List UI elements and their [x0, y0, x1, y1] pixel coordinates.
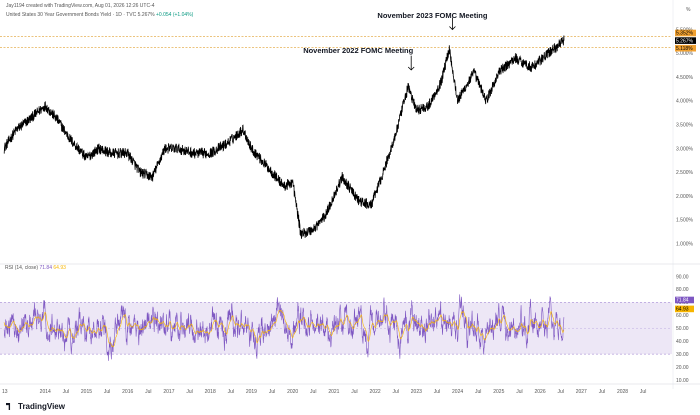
price-tick-label: 5.000%: [676, 51, 694, 57]
price-series-line: [3, 35, 565, 239]
axes: 5.500%5.000%4.500%4.000%3.500%3.000%2.50…: [2, 7, 696, 395]
annotation-nov-2022: November 2022 FOMC Meeting: [303, 45, 414, 55]
x-tick-label: 2014: [40, 389, 51, 395]
rsi-tick-label: 60.00: [676, 313, 689, 319]
x-tick-label: Jul: [351, 389, 357, 395]
annotation-arrowhead: [449, 26, 456, 31]
price-level-label: 5.352%: [676, 31, 694, 37]
rsi-indicator-label: RSI (14, close) 71.84 64.93: [5, 265, 66, 271]
rsi-tick-label: 20.00: [676, 365, 689, 371]
price-pane: [0, 17, 672, 239]
grid: [0, 0, 700, 389]
rsi-value-label: 64.93: [676, 307, 689, 313]
price-tick-label: 2.500%: [676, 170, 694, 176]
symbol-price: 5.267%: [137, 12, 155, 18]
x-tick-label: Jul: [63, 389, 69, 395]
x-tick-label: 2019: [246, 389, 257, 395]
rsi-value-label: 71.84: [676, 298, 689, 304]
rsi-tick-label: 90.00: [676, 274, 689, 280]
price-level-label: 5.267%: [676, 38, 694, 44]
x-tick-label: Jul: [557, 389, 563, 395]
x-tick-label: 2027: [576, 389, 587, 395]
tradingview-logo-text: TradingView: [18, 402, 65, 411]
price-level-label: 5.118%: [676, 46, 693, 52]
x-tick-label: Jul: [640, 389, 646, 395]
x-tick-label: Jul: [104, 389, 110, 395]
tradingview-logo-icon: [6, 403, 11, 410]
rsi-tick-label: 50.00: [676, 326, 689, 332]
price-tick-label: 1.500%: [676, 218, 694, 224]
x-tick-label: 2025: [493, 389, 504, 395]
price-level-label-bg: [675, 37, 696, 44]
price-unit-label: %: [686, 7, 691, 13]
x-tick-label: Jul: [516, 389, 522, 395]
x-tick-label: 2028: [617, 389, 628, 395]
rsi-tick-label: 80.00: [676, 287, 689, 293]
tradingview-logo: TradingView: [6, 402, 65, 411]
price-level-label-bg: [675, 29, 696, 37]
annotation-arrowhead: [407, 66, 415, 71]
price-tick-label: 2.000%: [676, 194, 694, 200]
x-tick-label: 2016: [122, 389, 133, 395]
rsi-line: [3, 294, 565, 361]
x-tick-label: 2015: [81, 389, 92, 395]
rsi-tick-label: 30.00: [676, 352, 689, 358]
x-tick-label: Jul: [228, 389, 234, 395]
rsi-tick-label: 40.00: [676, 339, 689, 345]
x-tick-label: 2026: [534, 389, 545, 395]
x-tick-label: 2020: [287, 389, 298, 395]
x-tick-label: Jul: [393, 389, 399, 395]
rsi-value-label-bg: [675, 296, 694, 304]
x-tick-label: 2017: [163, 389, 174, 395]
x-tick-label: Jul: [186, 389, 192, 395]
symbol-change: +0.054 (+1.04%): [156, 12, 194, 18]
rsi-value: 71.84: [39, 265, 53, 271]
x-tick-label: Jul: [269, 389, 275, 395]
symbol-info: United States 30 Year Government Bonds Y…: [6, 12, 193, 18]
x-tick-label: Jul: [434, 389, 440, 395]
price-tick-label: 3.000%: [676, 146, 694, 152]
x-tick-label: 2024: [452, 389, 463, 395]
chart-credit: Jay1194 created with TradingView.com, Au…: [6, 3, 155, 9]
rsi-ma-line: [3, 309, 565, 348]
rsi-value-label-bg: [675, 305, 694, 313]
x-tick-label: 2018: [205, 389, 216, 395]
rsi-tick-label: 10.00: [676, 378, 689, 384]
x-tick-label: Jul: [599, 389, 605, 395]
x-tick-label: 13: [2, 389, 8, 395]
annotation-nov-2023: November 2023 FOMC Meeting: [377, 11, 488, 20]
x-tick-label: Jul: [475, 389, 481, 395]
price-tick-label: 4.000%: [676, 99, 694, 105]
symbol-name: United States 30 Year Government Bonds Y…: [6, 12, 137, 18]
price-level-label-bg: [675, 44, 696, 52]
x-tick-label: Jul: [310, 389, 316, 395]
x-tick-label: 2023: [411, 389, 422, 395]
price-tick-label: 4.500%: [676, 75, 694, 81]
price-tick-label: 3.500%: [676, 123, 694, 129]
rsi-pane: RSI (14, close) 71.84 64.93: [0, 265, 672, 361]
price-tick-label: 1.000%: [676, 242, 694, 248]
x-tick-label: Jul: [145, 389, 151, 395]
x-tick-label: 2021: [328, 389, 339, 395]
x-tick-label: 2022: [370, 389, 381, 395]
rsi-ma-value: 64.93: [53, 265, 66, 271]
